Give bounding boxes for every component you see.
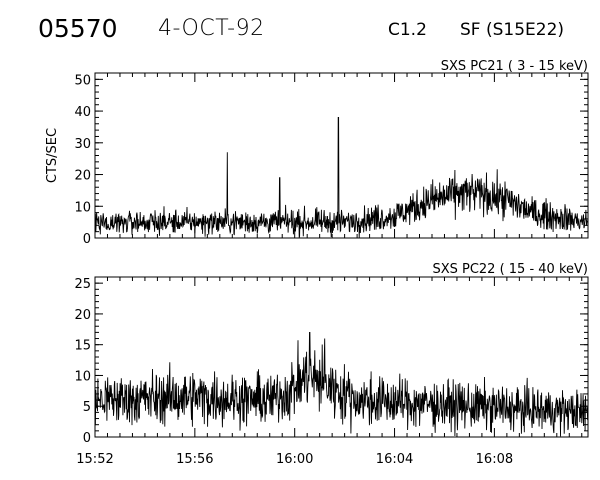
y-tick-label: 10 [74, 200, 91, 215]
series-trace [94, 116, 589, 239]
y-tick-label: 0 [83, 431, 91, 446]
x-tick-label: 16:04 [376, 452, 413, 467]
y-axis-label: CTS/SEC [45, 128, 60, 183]
panel-title: SXS PC21 ( 3 - 15 keV) [441, 59, 588, 74]
y-tick-label: 5 [83, 400, 91, 415]
y-tick-label: 50 [74, 73, 91, 88]
y-tick-label: 15 [74, 339, 91, 354]
y-tick-label: 20 [74, 308, 91, 323]
event-id: 05570 [38, 14, 118, 43]
event-date: 4-OCT-92 [158, 16, 265, 41]
x-tick-label: 16:00 [276, 452, 313, 467]
x-tick-label: 15:52 [76, 452, 113, 467]
y-tick-label: 30 [74, 137, 91, 152]
panel-pc22: 0 5 10 15 20 25 SXS PC22 ( 15 - 40 keV) 15:52 15… [74, 262, 589, 467]
event-header: 05570 4-OCT-92 C1.2 SF (S15E22) [0, 0, 600, 60]
y-tick-label: 20 [74, 169, 91, 184]
panel-pc21: 0 10 20 30 40 50 SXS PC21 ( 3 - 15 keV) CTS/SEC [45, 59, 589, 247]
y-tick-label: 40 [74, 105, 91, 120]
y-tick-label: 25 [74, 277, 91, 292]
flare-location: SF (S15E22) [460, 20, 565, 40]
series-trace [94, 331, 589, 437]
y-tick-label: 10 [74, 369, 91, 384]
x-tick-label: 15:56 [176, 452, 213, 467]
flare-class: C1.2 [388, 20, 427, 40]
x-tick-label: 16:08 [476, 452, 513, 467]
y-tick-label: 0 [83, 232, 91, 247]
panel-title: SXS PC22 ( 15 - 40 keV) [432, 262, 588, 277]
